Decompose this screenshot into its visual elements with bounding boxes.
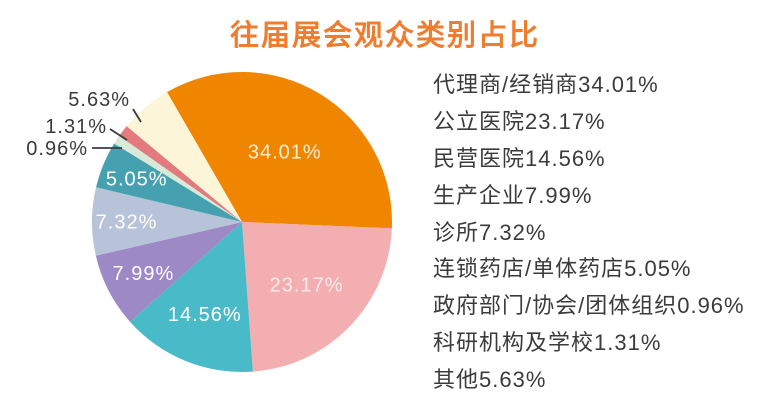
- chart-title: 往届展会观众类别占比: [229, 20, 540, 52]
- pie-slice-value-label: 23.17%: [270, 275, 344, 297]
- pie-slice-4: [92, 187, 242, 256]
- pie-slice-3: [95, 222, 242, 322]
- pie-slice-0: [167, 72, 392, 229]
- legend-item: 政府部门/协会/团体组织0.96%: [433, 293, 745, 319]
- pie-slice-value-label: 34.01%: [248, 141, 322, 163]
- pie-slice-value-label: 7.32%: [96, 212, 158, 234]
- legend-item: 民营医院14.56%: [433, 145, 606, 171]
- legend-item: 诊所7.32%: [433, 219, 547, 245]
- legend-item: 科研机构及学校1.31%: [433, 329, 662, 355]
- legend-item: 连锁药店/单体药店5.05%: [433, 256, 692, 282]
- pie-callout-value-label: 1.31%: [45, 116, 107, 138]
- pie-slice-value-label: 7.99%: [113, 263, 175, 285]
- callout-leader-line: [132, 108, 142, 123]
- legend-item: 生产企业7.99%: [433, 182, 593, 208]
- legend-item: 代理商/经销商34.01%: [433, 72, 659, 98]
- pie-slice-5: [96, 143, 242, 222]
- pie-slice-value-label: 14.56%: [168, 304, 242, 326]
- pie-callout-value-label: 5.63%: [68, 89, 130, 111]
- pie-callout-value-label: 0.96%: [26, 138, 88, 160]
- legend: 代理商/经销商34.01% 公立医院23.17% 民营医院14.56% 生产企业7.9…: [433, 65, 763, 396]
- pie-slice-8: [126, 92, 242, 222]
- pie-slice-1: [242, 222, 392, 372]
- pie-slice-2: [130, 222, 253, 373]
- legend-item: 其他5.63%: [433, 366, 547, 392]
- pie-slice-value-label: 5.05%: [106, 168, 168, 190]
- callout-leader-line: [109, 128, 128, 141]
- pie-slice-7: [119, 126, 242, 222]
- pie-slice-6: [114, 135, 242, 222]
- legend-item: 公立医院23.17%: [433, 109, 606, 135]
